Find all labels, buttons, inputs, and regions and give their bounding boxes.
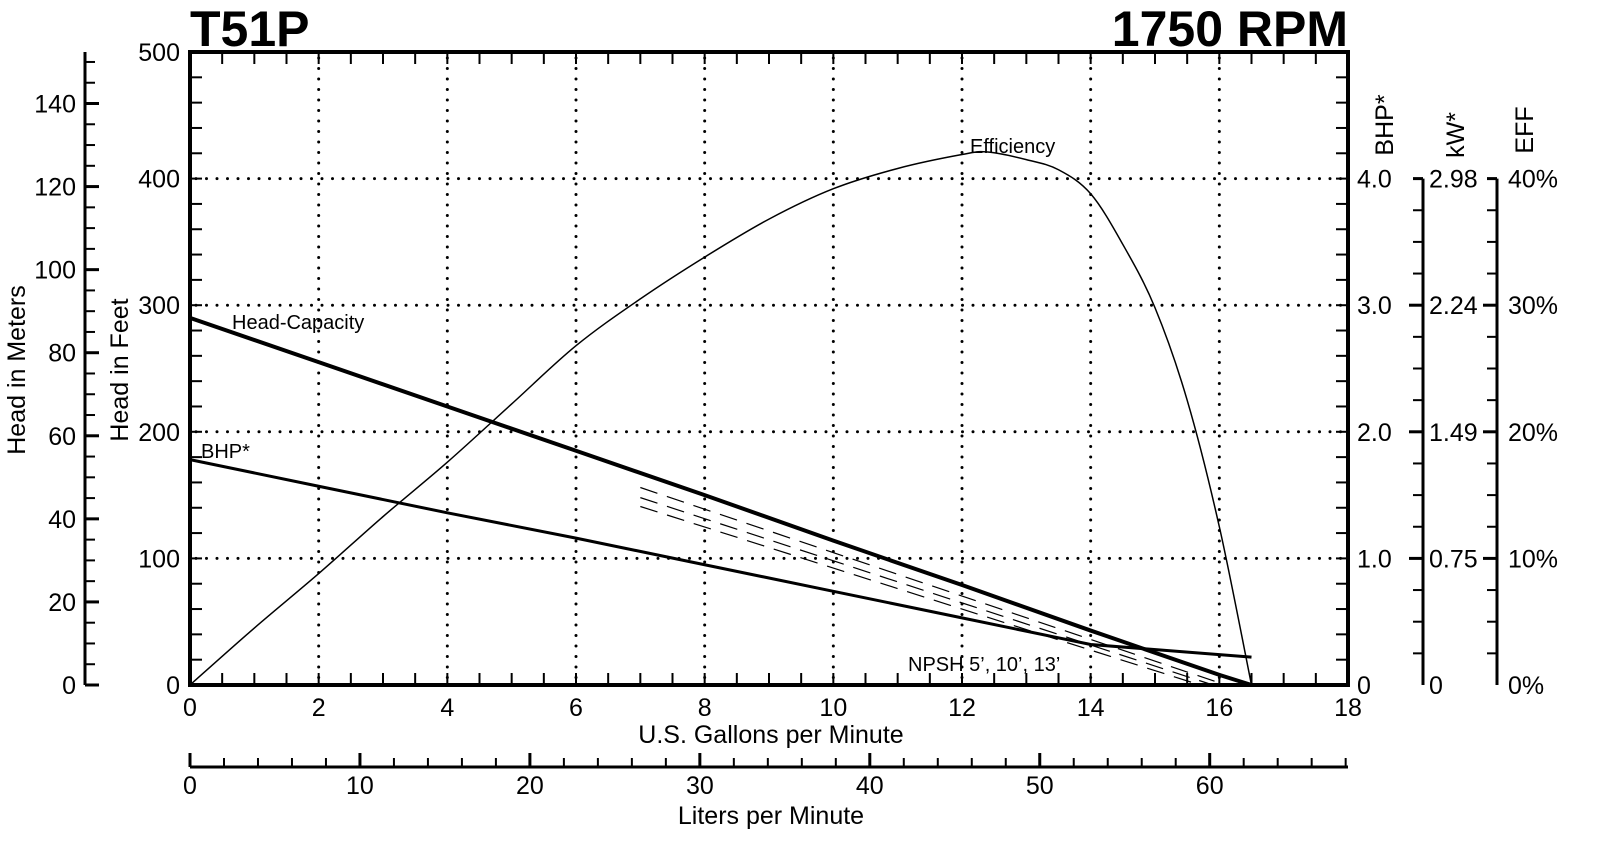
x-gpm-tick-label: 6 (569, 694, 583, 722)
y-bhp-tick-label: 0 (1357, 672, 1371, 700)
npsh-label: NPSH 5’, 10’, 13’ (908, 654, 1060, 676)
y-feet-tick-label: 400 (138, 166, 180, 194)
frame-ticks (190, 52, 1348, 685)
y-bhp-tick-label: 3.0 (1357, 292, 1392, 320)
y-meters-tick-label: 60 (48, 423, 76, 451)
y-axis-feet-title: Head in Feet (106, 298, 134, 441)
y-kw-tick-label: 2.98 (1429, 166, 1478, 194)
chart-title-model: T51P (190, 1, 310, 57)
y-meters-tick-label: 80 (48, 340, 76, 368)
y-axis-feet: 0 100 200 300 400 500 (138, 39, 180, 700)
chart-title-speed: 1750 RPM (1112, 1, 1348, 57)
y-axis-kw: 0 0.75 1.49 2.24 2.98 (1409, 166, 1478, 700)
x-gpm-tick-label: 12 (948, 694, 976, 722)
y-kw-tick-label: 0 (1429, 672, 1443, 700)
y-meters-tick-label: 0 (62, 672, 76, 700)
head-capacity-curve (189, 315, 1253, 687)
y-axis-kw-title: kW* (1442, 112, 1470, 158)
npsh-curves (640, 486, 1226, 686)
efficiency-label: Efficiency (970, 136, 1055, 158)
y-meters-tick-label: 120 (34, 174, 76, 202)
y-axis-bhp-title: BHP* (1371, 94, 1399, 155)
y-axis-eff-title: EFF (1511, 106, 1539, 153)
x-gpm-tick-label: 8 (698, 694, 712, 722)
efficiency-curve (189, 150, 1253, 686)
y-feet-tick-label: 100 (138, 545, 180, 573)
y-bhp-tick-label: 2.0 (1357, 419, 1392, 447)
y-meters-tick-label: 140 (34, 91, 76, 119)
y-eff-tick-label: 30% (1508, 292, 1558, 320)
y-bhp-tick-label: 1.0 (1357, 545, 1392, 573)
y-kw-tick-label: 0.75 (1429, 545, 1478, 573)
x-gpm-tick-label: 0 (183, 694, 197, 722)
x-lpm-tick-label: 50 (1026, 772, 1054, 800)
x-lpm-tick-label: 0 (183, 772, 197, 800)
y-feet-tick-label: 300 (138, 292, 180, 320)
npsh-curve-3 (640, 505, 1201, 686)
x-gpm-tick-label: 10 (819, 694, 847, 722)
x-gpm-tick-label: 14 (1077, 694, 1105, 722)
y-axis-meters-title: Head in Meters (3, 285, 31, 455)
y-eff-tick-label: 0% (1508, 672, 1544, 700)
x-gpm-tick-label: 2 (312, 694, 326, 722)
x-lpm-tick-label: 10 (346, 772, 374, 800)
y-kw-tick-label: 2.24 (1429, 292, 1478, 320)
x-lpm-tick-label: 40 (856, 772, 884, 800)
y-feet-tick-label: 500 (138, 39, 180, 67)
x-axis-gpm: 0 2 4 6 8 10 12 14 16 18 (183, 694, 1362, 722)
bhp-label: BHP* (201, 441, 250, 463)
npsh-curve-1 (640, 486, 1226, 686)
y-axis-eff: 0% 10% 20% 30% 40% (1483, 166, 1558, 700)
x-lpm-tick-label: 20 (516, 772, 544, 800)
npsh-curve-2 (640, 497, 1214, 686)
x-axis-lpm-title: Liters per Minute (678, 802, 864, 830)
plot-frame (188, 50, 1350, 687)
y-eff-tick-label: 20% (1508, 419, 1558, 447)
y-axis-bhp: 0 1.0 2.0 3.0 4.0 (1357, 166, 1392, 700)
x-lpm-tick-label: 60 (1196, 772, 1224, 800)
y-feet-tick-label: 200 (138, 419, 180, 447)
y-kw-tick-label: 1.49 (1429, 419, 1478, 447)
curves (189, 150, 1253, 687)
x-gpm-tick-label: 16 (1205, 694, 1233, 722)
y-meters-tick-label: 100 (34, 257, 76, 285)
y-eff-tick-label: 40% (1508, 166, 1558, 194)
y-bhp-tick-label: 4.0 (1357, 166, 1392, 194)
y-axis-meters: 0 20 40 60 80 100 120 140 (34, 51, 99, 700)
x-axis-gpm-title: U.S. Gallons per Minute (638, 721, 903, 749)
x-lpm-tick-label: 30 (686, 772, 714, 800)
y-feet-tick-label: 0 (166, 672, 180, 700)
x-gpm-tick-label: 4 (440, 694, 454, 722)
head-capacity-label: Head-Capacity (232, 312, 364, 334)
y-meters-tick-label: 20 (48, 589, 76, 617)
y-eff-tick-label: 10% (1508, 545, 1558, 573)
x-axis-lpm: 0 10 20 30 40 50 60 (183, 753, 1348, 800)
bhp-curve (189, 458, 1252, 659)
y-meters-tick-label: 40 (48, 506, 76, 534)
x-gpm-tick-label: 18 (1334, 694, 1362, 722)
grid-lines (194, 56, 1346, 683)
